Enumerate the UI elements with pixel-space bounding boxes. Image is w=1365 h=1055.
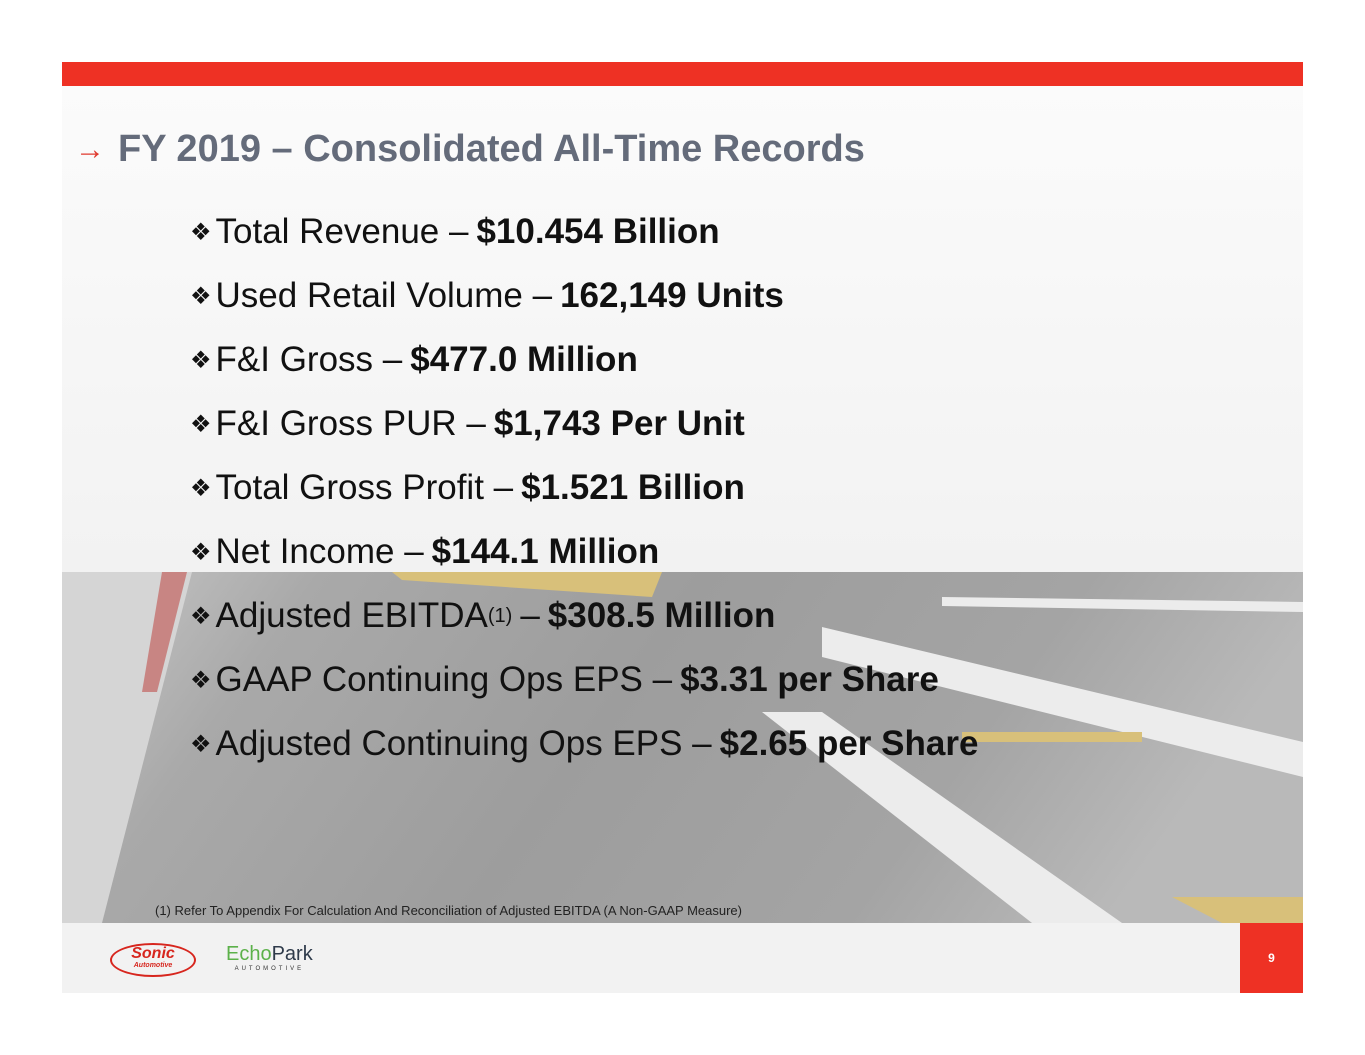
diamond-bullet-icon: ❖ [190,666,212,694]
item-label: Total Revenue – [215,212,469,251]
item-value: $477.0 Million [410,340,638,379]
diamond-bullet-icon: ❖ [190,602,212,630]
records-list: ❖ Total Revenue – $10.454 Billion ❖ Used Re… [190,200,978,776]
item-value: $3.31 per Share [680,660,939,699]
road-stripe [822,627,1303,777]
list-item: ❖ Used Retail Volume –162,149 Units [190,264,978,328]
curb-red-paint [142,572,187,692]
item-value: 162,149 Units [560,276,784,315]
diamond-bullet-icon: ❖ [190,730,212,758]
content-background [62,86,1303,572]
item-value: $144.1 Million [431,532,660,571]
title-row: → FY 2019 – Consolidated All-Time Record… [62,128,865,171]
item-label: Total Gross Profit – [215,468,514,507]
list-item: ❖ F&I Gross – $477.0 Million [190,328,978,392]
item-label: GAAP Continuing Ops EPS – [215,660,673,699]
item-label: Adjusted Continuing Ops EPS – [215,724,712,763]
item-label: F&I Gross PUR – [215,404,486,443]
road-stripe [762,712,1122,923]
footnote: (1) Refer To Appendix For Calculation An… [155,903,742,918]
item-value: $308.5 Million [547,596,776,635]
logo-text: Park [271,943,313,965]
item-value: $1,743 Per Unit [493,404,745,443]
diamond-bullet-icon: ❖ [190,346,212,374]
item-dash: – [520,596,540,635]
sonic-automotive-logo: Sonic Automotive [110,943,196,977]
road-stripe [942,597,1303,612]
diamond-bullet-icon: ❖ [190,538,212,566]
top-accent-bar [62,62,1303,86]
arrow-right-icon: → [75,132,105,166]
list-item: ❖ F&I Gross PUR – $1,743 Per Unit [190,392,978,456]
item-value: $10.454 Billion [476,212,720,251]
road-background-image [62,572,1303,923]
diamond-bullet-icon: ❖ [190,218,212,246]
page-title: FY 2019 – Consolidated All-Time Records [118,128,865,170]
footnote-ref: (1) [487,604,513,627]
logo-subtext: AUTOMOTIVE [234,966,305,972]
diamond-bullet-icon: ❖ [190,410,212,438]
list-item: ❖ Adjusted Continuing Ops EPS – $2.65 per … [190,712,978,776]
diamond-bullet-icon: ❖ [190,282,212,310]
list-item: ❖ Total Gross Profit – $1.521 Billion [190,456,978,520]
list-item: ❖ Total Revenue – $10.454 Billion [190,200,978,264]
slide: → FY 2019 – Consolidated All-Time Record… [62,62,1303,993]
footer: Sonic Automotive EchoPark AUTOMOTIVE 9 [62,923,1303,993]
item-label: Used Retail Volume – [215,276,553,315]
item-label: Net Income – [215,532,424,571]
yellow-stripe [392,572,662,597]
list-item: ❖ GAAP Continuing Ops EPS – $3.31 per Shar… [190,648,978,712]
item-label: Adjusted EBITDA [215,596,488,635]
yellow-stripe [1172,897,1303,923]
list-item: ❖ Adjusted EBITDA (1) – $308.5 Million [190,584,978,648]
logo-text: Sonic [131,945,175,962]
diamond-bullet-icon: ❖ [190,474,212,502]
yellow-stripe [962,732,1142,742]
item-value: $2.65 per Share [719,724,979,763]
item-value: $1.521 Billion [521,468,745,507]
logo-text: Echo [226,943,272,965]
logo-subtext: Automotive [133,962,173,969]
item-label: F&I Gross – [215,340,403,379]
page-number: 9 [1240,923,1303,993]
echopark-logo: EchoPark AUTOMOTIVE [226,943,313,973]
list-item: ❖ Net Income – $144.1 Million [190,520,978,584]
asphalt [62,572,1303,923]
